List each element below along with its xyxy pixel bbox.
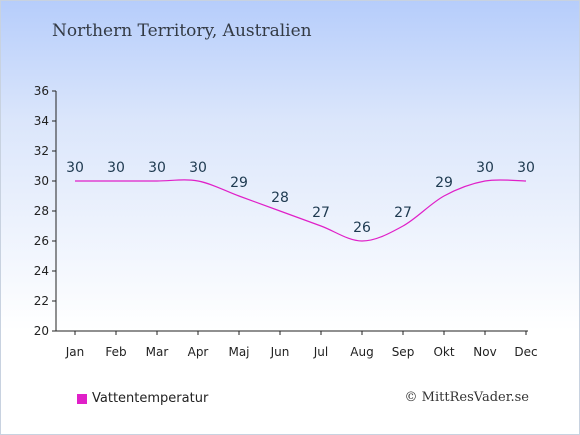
series-line xyxy=(75,179,527,242)
data-label: 30 xyxy=(189,160,207,176)
y-tick-label: 22 xyxy=(34,294,49,308)
data-label: 30 xyxy=(66,160,84,176)
data-label: 30 xyxy=(476,160,494,176)
x-tick-label: Aug xyxy=(350,345,373,359)
y-tick-label: 32 xyxy=(34,144,49,158)
data-label: 26 xyxy=(353,220,371,236)
x-tick-label: Okt xyxy=(433,345,454,359)
legend-label: Vattentemperatur xyxy=(92,391,209,406)
data-label: 30 xyxy=(107,160,125,176)
data-label: 28 xyxy=(271,190,289,206)
y-tick-label: 20 xyxy=(34,324,49,338)
data-label: 27 xyxy=(394,205,412,221)
y-tick-label: 34 xyxy=(34,114,49,128)
x-tick-label: Apr xyxy=(188,345,209,359)
x-tick-label: Jul xyxy=(313,345,328,359)
data-label: 27 xyxy=(312,205,330,221)
data-label: 29 xyxy=(230,175,248,191)
y-tick-label: 24 xyxy=(34,264,49,278)
x-tick-label: Jun xyxy=(270,345,290,359)
x-tick-label: Jan xyxy=(65,345,85,359)
x-tick-label: Mar xyxy=(146,345,169,359)
y-tick-label: 26 xyxy=(34,234,49,248)
data-label: 30 xyxy=(517,160,535,176)
x-tick-label: Feb xyxy=(105,345,126,359)
x-tick-label: Maj xyxy=(228,345,249,359)
y-tick-label: 30 xyxy=(34,174,49,188)
x-tick-label: Nov xyxy=(473,345,496,359)
data-label: 30 xyxy=(148,160,166,176)
x-tick-label: Sep xyxy=(392,345,415,359)
legend-swatch xyxy=(77,393,87,404)
x-tick-label: Dec xyxy=(514,345,537,359)
legend: Vattentemperatur xyxy=(77,391,208,406)
data-label: 29 xyxy=(435,175,453,191)
chart-title: Northern Territory, Australien xyxy=(52,21,312,41)
y-tick-label: 28 xyxy=(34,204,49,218)
credit-text: © MittResVader.se xyxy=(404,390,529,405)
y-tick-label: 36 xyxy=(34,84,49,98)
